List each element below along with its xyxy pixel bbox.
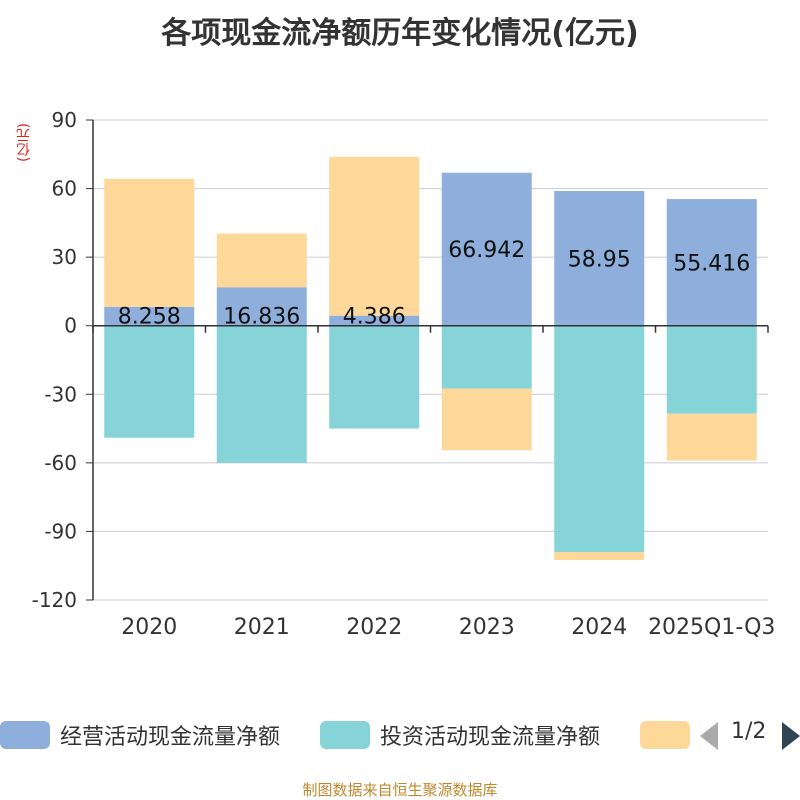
bar-series1-2021 bbox=[216, 287, 307, 326]
data-source-note: 制图数据来自恒生聚源数据库 bbox=[302, 781, 498, 799]
y-tick-label: -60 bbox=[44, 451, 77, 475]
bar-series3-2024 bbox=[554, 552, 645, 560]
legend-label-investing: 投资活动现金流量净额 bbox=[380, 725, 601, 750]
legend-swatch-operating bbox=[0, 721, 50, 749]
bar-series2-2023 bbox=[441, 325, 532, 389]
legend-swatch-financing bbox=[640, 721, 690, 749]
bar-series3-2022 bbox=[329, 156, 420, 316]
bar-series3-2020 bbox=[104, 178, 195, 307]
x-tick-label: 2024 bbox=[571, 615, 627, 640]
bar-series2-2021 bbox=[216, 325, 307, 463]
y-tick-label: 0 bbox=[64, 314, 77, 338]
data-label: 58.95 bbox=[568, 247, 631, 272]
bar-series2-2024 bbox=[554, 325, 645, 552]
bar-series3-2023 bbox=[441, 388, 532, 451]
bar-series2-2022 bbox=[329, 325, 420, 429]
x-tick-label: 2022 bbox=[346, 615, 402, 640]
legend-label-operating: 经营活动现金流量净额 bbox=[60, 725, 281, 750]
legend-next-page-icon[interactable] bbox=[782, 722, 800, 750]
y-tick-label: 90 bbox=[52, 108, 77, 132]
legend-item-financing[interactable] bbox=[640, 716, 690, 754]
y-tick-label: 60 bbox=[52, 177, 77, 201]
bar-series1-2022 bbox=[329, 315, 420, 326]
y-tick-label: -30 bbox=[44, 382, 77, 406]
bar-series1-2024 bbox=[554, 190, 645, 326]
data-label: 66.942 bbox=[448, 238, 525, 263]
bar-series2-2020 bbox=[104, 325, 195, 438]
bar-series2-2025Q1-Q3 bbox=[666, 325, 757, 414]
chart-title: 各项现金流净额历年变化情况(亿元) bbox=[161, 16, 639, 51]
x-tick-label: 2025Q1-Q3 bbox=[648, 615, 775, 640]
data-label: 55.416 bbox=[673, 251, 750, 276]
y-tick-label: 30 bbox=[52, 245, 77, 269]
legend-item-operating[interactable]: 经营活动现金流量净额 bbox=[0, 716, 280, 754]
bar-series3-2021 bbox=[216, 233, 307, 288]
x-tick-label: 2021 bbox=[234, 615, 290, 640]
legend-prev-page-icon[interactable] bbox=[700, 722, 718, 750]
bar-series3-2025Q1-Q3 bbox=[666, 413, 757, 461]
y-tick-label: -90 bbox=[44, 519, 77, 543]
x-tick-label: 2020 bbox=[121, 615, 177, 640]
bar-series1-2020 bbox=[104, 306, 195, 326]
legend-swatch-investing bbox=[320, 721, 370, 749]
legend-item-investing[interactable]: 投资活动现金流量净额 bbox=[320, 716, 600, 754]
legend: 经营活动现金流量净额 投资活动现金流量净额 bbox=[0, 716, 800, 754]
x-tick-label: 2023 bbox=[459, 615, 515, 640]
bar-series1-2023 bbox=[441, 172, 532, 326]
bar-series1-2025Q1-Q3 bbox=[666, 199, 757, 326]
legend-page-indicator: 1/2 bbox=[731, 719, 767, 744]
y-tick-label: -120 bbox=[32, 588, 77, 612]
